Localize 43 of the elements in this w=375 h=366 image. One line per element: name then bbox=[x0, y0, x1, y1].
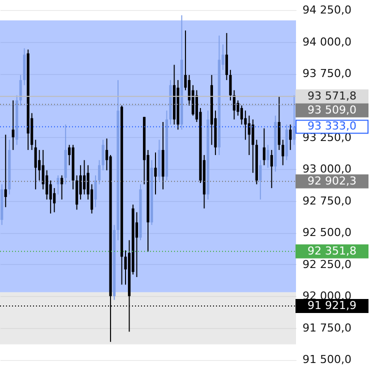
ref-line-label: 91 921,9 bbox=[308, 299, 356, 312]
candlestick bbox=[38, 149, 41, 181]
y-tick-label: 92 500,0 bbox=[302, 226, 352, 240]
candlestick bbox=[12, 100, 14, 150]
candlestick bbox=[94, 174, 97, 208]
y-tick-label: 91 500,0 bbox=[302, 353, 352, 366]
candlestick bbox=[56, 174, 60, 195]
candlestick bbox=[252, 118, 254, 174]
candlestick bbox=[60, 174, 64, 200]
ref-line-label: 93 509,0 bbox=[308, 103, 356, 116]
ref-line-label: 93 333,0 bbox=[308, 120, 356, 133]
candlestick bbox=[282, 139, 284, 166]
candlestick bbox=[262, 128, 266, 166]
y-tick-label: 91 750,0 bbox=[302, 321, 352, 334]
y-tick-label: 93 000,0 bbox=[302, 162, 352, 176]
y-tick-label: 93 750,0 bbox=[302, 67, 352, 80]
y-tick-label: 94 250,0 bbox=[302, 4, 352, 17]
candlestick bbox=[19, 74, 22, 106]
y-tick-label: 94 000,0 bbox=[302, 35, 352, 48]
candlestick bbox=[240, 104, 243, 126]
candlestick bbox=[225, 32, 228, 81]
ref-line-label: 92 902,3 bbox=[308, 174, 356, 188]
candlestick bbox=[270, 149, 273, 189]
candlestick bbox=[49, 180, 52, 214]
candlestick bbox=[278, 96, 280, 150]
ref-line-label: 92 351,8 bbox=[308, 244, 356, 258]
candlestick bbox=[289, 124, 292, 150]
candlestick bbox=[259, 160, 262, 200]
candlestick bbox=[229, 69, 232, 101]
candlestick bbox=[266, 144, 270, 168]
candlestick bbox=[135, 212, 138, 278]
candlestick bbox=[34, 139, 37, 190]
candlestick bbox=[292, 94, 296, 146]
ref-line-label: 93 571,8 bbox=[308, 89, 356, 102]
y-tick-label: 92 750,0 bbox=[302, 194, 352, 208]
candlestick bbox=[83, 160, 86, 195]
candlestick bbox=[4, 134, 7, 208]
candlestick bbox=[79, 164, 82, 200]
candlestick bbox=[53, 188, 56, 213]
candlestick bbox=[154, 152, 157, 195]
y-tick-label: 92 250,0 bbox=[302, 258, 352, 271]
candlestick bbox=[244, 110, 247, 140]
candlestick bbox=[236, 100, 240, 116]
